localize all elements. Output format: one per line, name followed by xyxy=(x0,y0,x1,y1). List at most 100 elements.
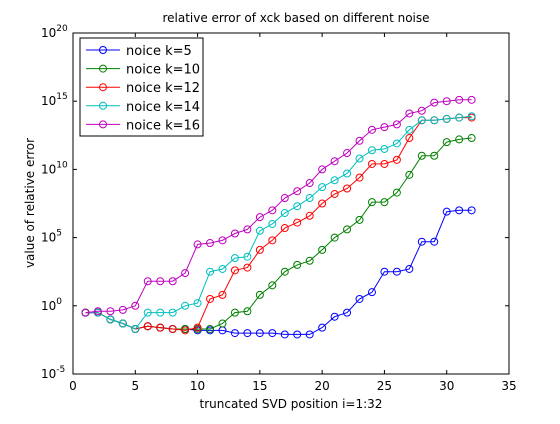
data-point xyxy=(156,323,165,332)
data-point xyxy=(467,134,476,143)
data-point xyxy=(181,326,190,335)
data-point xyxy=(118,319,127,328)
y-tick-label: 1020 xyxy=(41,24,68,40)
data-point xyxy=(343,184,352,193)
series-line xyxy=(85,115,472,330)
data-point xyxy=(181,301,190,310)
data-point xyxy=(280,194,289,203)
data-point xyxy=(392,188,401,197)
data-point xyxy=(280,267,289,276)
data-point xyxy=(268,236,277,245)
data-point xyxy=(230,254,239,263)
data-point xyxy=(243,252,252,261)
data-point xyxy=(330,312,339,321)
data-point xyxy=(330,189,339,198)
y-tick-label: 1010 xyxy=(41,160,68,176)
data-point xyxy=(455,113,464,122)
data-point xyxy=(318,165,327,174)
legend-marker xyxy=(99,120,107,129)
data-point xyxy=(455,95,464,104)
data-point xyxy=(455,206,464,215)
data-point xyxy=(467,206,476,215)
data-point xyxy=(268,206,277,215)
data-point xyxy=(293,202,302,211)
legend-marker xyxy=(99,83,107,92)
data-point xyxy=(430,151,439,160)
data-point xyxy=(417,106,426,115)
data-point xyxy=(268,219,277,228)
series-line xyxy=(85,99,472,314)
data-point xyxy=(255,213,264,222)
chart-title: relative error of xck based on different… xyxy=(162,11,429,25)
data-point xyxy=(181,269,190,278)
data-point xyxy=(255,226,264,235)
data-point xyxy=(380,198,389,207)
x-tick-label: 10 xyxy=(190,379,205,393)
series-5 xyxy=(81,95,476,317)
series-layer xyxy=(81,95,476,339)
data-point xyxy=(417,151,426,160)
legend-label: noice k=16 xyxy=(126,118,200,133)
data-point xyxy=(206,267,215,276)
legend-marker xyxy=(99,101,107,110)
data-point xyxy=(355,154,364,163)
data-point xyxy=(230,229,239,238)
data-point xyxy=(405,125,414,134)
x-tick-label: 35 xyxy=(501,379,516,393)
data-point xyxy=(430,116,439,125)
data-point xyxy=(243,329,252,338)
data-point xyxy=(380,267,389,276)
data-point xyxy=(193,323,202,332)
data-point xyxy=(156,277,165,286)
data-point xyxy=(442,138,451,147)
data-point xyxy=(442,207,451,216)
y-axis-label: value of relative error xyxy=(23,138,37,268)
data-point xyxy=(93,307,102,316)
data-point xyxy=(255,290,264,299)
data-point xyxy=(392,120,401,129)
data-point xyxy=(206,294,215,303)
data-point xyxy=(106,315,115,324)
x-tick-label: 30 xyxy=(439,379,454,393)
data-point xyxy=(268,329,277,338)
legend-label: noice k=12 xyxy=(126,81,200,96)
data-point xyxy=(305,256,314,265)
data-point xyxy=(343,149,352,158)
data-point xyxy=(417,116,426,125)
data-point xyxy=(405,264,414,273)
x-tick-label: 0 xyxy=(69,379,77,393)
data-point xyxy=(367,125,376,134)
data-point xyxy=(168,277,177,286)
data-point xyxy=(392,139,401,148)
series-4 xyxy=(81,112,476,333)
data-point xyxy=(243,307,252,316)
data-point xyxy=(455,135,464,144)
x-tick-label: 15 xyxy=(252,379,267,393)
data-point xyxy=(305,179,314,188)
data-point xyxy=(305,330,314,339)
data-point xyxy=(280,330,289,339)
x-axis-label: truncated SVD position i=1:32 xyxy=(200,397,383,411)
data-point xyxy=(392,155,401,164)
data-point xyxy=(143,322,152,331)
data-point xyxy=(318,323,327,332)
data-point xyxy=(380,123,389,132)
data-point xyxy=(280,209,289,218)
data-point xyxy=(367,146,376,155)
data-point xyxy=(255,329,264,338)
data-point xyxy=(168,308,177,317)
data-point xyxy=(442,114,451,123)
x-tick-label: 20 xyxy=(315,379,330,393)
y-tick-label: 1015 xyxy=(41,92,68,108)
legend-label: noice k=14 xyxy=(126,100,200,115)
data-point xyxy=(330,233,339,242)
data-point xyxy=(218,264,227,273)
data-point xyxy=(305,211,314,220)
data-point xyxy=(118,305,127,314)
data-point xyxy=(293,187,302,196)
data-point xyxy=(380,159,389,168)
data-point xyxy=(467,112,476,121)
data-point xyxy=(367,159,376,168)
